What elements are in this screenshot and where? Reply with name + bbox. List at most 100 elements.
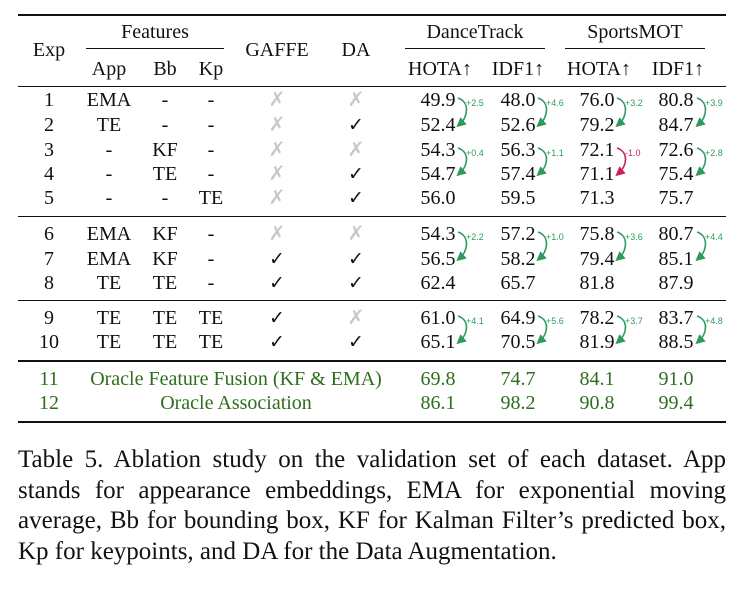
row-1-app-cell: EMA: [86, 89, 132, 111]
row-8-exp-cell: 8: [44, 272, 54, 294]
table-top-rule: [18, 14, 726, 16]
row-2-app-cell: TE: [96, 114, 122, 136]
row-6-sm-hota-cell: 75.8: [579, 223, 615, 245]
oracle-row-11-label-cell: Oracle Feature Fusion (KF & EMA): [90, 368, 382, 390]
row-10-dt-hota-cell: 65.1: [420, 331, 456, 353]
row-6-exp-cell: 6: [44, 223, 54, 245]
oracle-row-12-label-cell: Oracle Association: [160, 392, 312, 414]
row-1-exp-cell: 1: [44, 89, 54, 111]
delta-label-1-to-2-dt-hota: +2.5: [466, 98, 484, 108]
row-2-sm-idf1-cell: 84.7: [658, 114, 694, 136]
delta-label-6-to-7-dt-hota: +2.2: [466, 232, 484, 242]
row-7-da-cell: ✓: [348, 248, 364, 270]
row-1-kp-cell: -: [207, 89, 215, 111]
row-3-gaffe-cell: ✗: [268, 139, 286, 161]
row-3-da-cell: ✗: [347, 139, 365, 161]
row-1-dt-idf1-cell: 48.0: [500, 89, 536, 111]
row-9-bb-cell: TE: [152, 307, 178, 329]
row-10-dt-idf1-cell: 70.5: [500, 331, 536, 353]
row-4-exp-cell: 4: [44, 163, 54, 185]
delta-arrow-3-to-4-dt-idf1: [536, 147, 548, 177]
delta-arrow-1-to-2-dt-hota: [456, 97, 468, 128]
row-9-dt-hota-cell: 61.0: [420, 307, 456, 329]
row-1-da-cell: ✗: [347, 89, 365, 111]
oracle-row-12-exp-cell: 12: [39, 392, 59, 414]
row-10-gaffe-cell: ✓: [269, 331, 285, 353]
row-3-exp-cell: 3: [44, 139, 54, 161]
header-kp: Kp: [198, 58, 224, 80]
oracle-row-12-sm-hota-cell: 90.8: [579, 392, 615, 414]
row-4-app-cell: -: [105, 163, 113, 185]
header-dt-idf1: IDF1↑: [491, 58, 545, 80]
row-8-bb-cell: TE: [152, 272, 178, 294]
header-app: App: [91, 58, 127, 80]
delta-label-3-to-4-sm-hota: -1.0: [625, 148, 641, 158]
header-dancetrack: DanceTrack: [426, 21, 524, 43]
row-6-da-cell: ✗: [347, 223, 365, 245]
oracle-row-12-dt-idf1-cell: 98.2: [500, 392, 536, 414]
delta-arrow-1-to-2-dt-idf1: [536, 97, 548, 128]
row-6-dt-hota-cell: 54.3: [420, 223, 456, 245]
row-8-sm-idf1-cell: 87.9: [658, 272, 694, 294]
row-8-app-cell: TE: [96, 272, 122, 294]
row-3-sm-hota-cell: 72.1: [579, 139, 615, 161]
delta-arrow-9-to-10-sm-hota: [615, 315, 627, 345]
header-dt-hota: HOTA↑: [408, 58, 472, 80]
oracle-row-11-dt-hota-cell: 69.8: [420, 368, 456, 390]
header-sm-hota: HOTA↑: [567, 58, 631, 80]
row-6-gaffe-cell: ✗: [268, 223, 286, 245]
row-7-app-cell: EMA: [86, 248, 132, 270]
row-4-da-cell: ✓: [348, 163, 364, 185]
row-4-gaffe-cell: ✗: [268, 163, 286, 185]
delta-label-9-to-10-dt-idf1: +5.6: [546, 316, 564, 326]
row-7-dt-hota-cell: 56.5: [420, 248, 456, 270]
row-3-kp-cell: -: [207, 139, 215, 161]
row-2-dt-hota-cell: 52.4: [420, 114, 456, 136]
row-9-sm-hota-cell: 78.2: [579, 307, 615, 329]
delta-arrow-9-to-10-dt-hota: [456, 315, 468, 345]
ablation-table: Exp Features App Bb Kp GAFFE DA DanceTra…: [18, 14, 726, 423]
features-underline: [86, 48, 224, 49]
row-5-exp-cell: 5: [44, 187, 54, 209]
row-2-bb-cell: -: [161, 114, 169, 136]
row-10-sm-idf1-cell: 88.5: [658, 331, 694, 353]
row-8-sm-hota-cell: 81.8: [579, 272, 615, 294]
row-10-bb-cell: TE: [152, 331, 178, 353]
row-2-dt-idf1-cell: 52.6: [500, 114, 536, 136]
row-4-dt-hota-cell: 54.7: [420, 163, 456, 185]
delta-label-6-to-7-dt-idf1: +1.0: [546, 232, 564, 242]
delta-label-1-to-2-sm-hota: +3.2: [625, 98, 643, 108]
delta-arrow-3-to-4-sm-idf1: [695, 147, 707, 177]
sportsmot-underline: [565, 48, 705, 49]
row-2-gaffe-cell: ✗: [268, 114, 286, 136]
row-4-bb-cell: TE: [152, 163, 178, 185]
row-6-kp-cell: -: [207, 223, 215, 245]
delta-arrow-9-to-10-dt-idf1: [536, 315, 548, 345]
row-1-sm-idf1-cell: 80.8: [658, 89, 694, 111]
row-10-exp-cell: 10: [39, 331, 59, 353]
row-9-dt-idf1-cell: 64.9: [500, 307, 536, 329]
oracle-row-11-sm-hota-cell: 84.1: [579, 368, 615, 390]
delta-label-1-to-2-sm-idf1: +3.9: [705, 98, 723, 108]
delta-arrow-1-to-2-sm-hota: [615, 97, 627, 128]
row-9-app-cell: TE: [96, 307, 122, 329]
row-1-sm-hota-cell: 76.0: [579, 89, 615, 111]
row-6-dt-idf1-cell: 57.2: [500, 223, 536, 245]
row-10-app-cell: TE: [96, 331, 122, 353]
row-8-dt-idf1-cell: 65.7: [500, 272, 536, 294]
delta-annotations: +2.5 +4.6 +3.2 +3.9 +0.4 +1.1 -1.0 +2.8 +2.2 +1.0…: [456, 97, 723, 345]
row-10-da-cell: ✓: [348, 331, 364, 353]
row-5-sm-idf1-cell: 75.7: [658, 187, 694, 209]
row-7-exp-cell: 7: [44, 248, 54, 270]
delta-label-3-to-4-dt-hota: +0.4: [466, 148, 484, 158]
row-4-dt-idf1-cell: 57.4: [500, 163, 536, 185]
oracle-row-12-dt-hota-cell: 86.1: [420, 392, 456, 414]
delta-label-9-to-10-sm-hota: +3.7: [625, 316, 643, 326]
row-8-gaffe-cell: ✓: [269, 272, 285, 294]
row-2-da-cell: ✓: [348, 114, 364, 136]
header-features: Features: [121, 21, 189, 43]
row-10-sm-hota-cell: 81.9: [579, 331, 615, 353]
row-3-dt-idf1-cell: 56.3: [500, 139, 536, 161]
delta-arrow-1-to-2-sm-idf1: [695, 97, 707, 128]
delta-arrow-9-to-10-sm-idf1: [695, 315, 707, 345]
